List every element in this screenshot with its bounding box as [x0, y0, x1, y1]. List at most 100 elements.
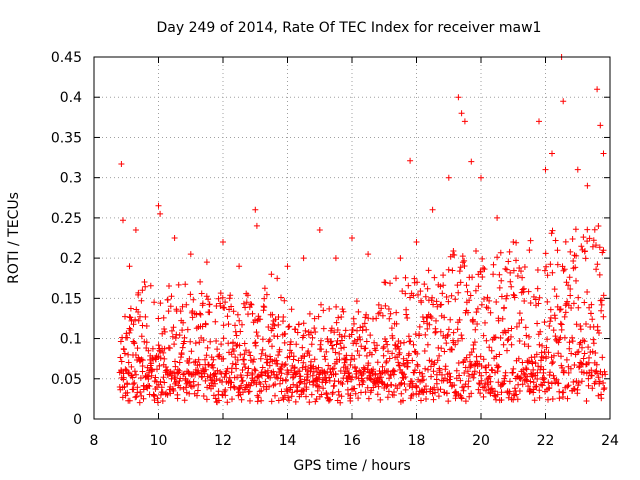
data-point — [478, 363, 485, 369]
data-point — [171, 341, 178, 348]
data-point — [520, 288, 527, 295]
data-point — [547, 306, 554, 313]
data-point — [444, 390, 450, 397]
data-point — [552, 333, 559, 340]
data-point — [469, 274, 476, 281]
data-point — [372, 347, 379, 354]
data-point — [378, 374, 385, 381]
data-point — [572, 226, 579, 233]
data-point — [570, 379, 577, 385]
data-point — [527, 378, 534, 385]
data-point — [170, 324, 177, 331]
data-point — [300, 359, 307, 366]
y-tick-label: 0.05 — [51, 372, 82, 388]
data-point — [471, 371, 478, 378]
data-point — [333, 341, 340, 348]
data-point — [569, 236, 576, 242]
data-point — [561, 313, 568, 320]
data-point — [166, 345, 173, 352]
data-point — [584, 289, 591, 295]
data-point — [128, 363, 135, 370]
data-point — [399, 288, 406, 295]
data-point — [157, 355, 164, 362]
data-point — [126, 397, 133, 404]
data-point — [312, 365, 319, 372]
data-point — [306, 310, 313, 317]
data-point — [359, 377, 366, 384]
data-point — [513, 239, 520, 246]
data-point — [463, 282, 470, 289]
data-point — [127, 314, 134, 321]
data-point — [262, 368, 268, 375]
data-point — [459, 253, 466, 260]
data-point — [305, 348, 312, 355]
data-point — [468, 349, 475, 356]
data-point — [264, 367, 271, 374]
data-point — [400, 397, 406, 404]
data-point — [128, 317, 135, 324]
data-point — [508, 341, 515, 348]
data-point — [536, 294, 543, 301]
data-point — [258, 387, 265, 394]
data-point — [282, 377, 289, 384]
data-point — [278, 388, 285, 395]
data-point — [349, 327, 356, 333]
data-point — [308, 358, 314, 365]
data-point — [184, 326, 191, 333]
data-point — [222, 299, 229, 306]
data-point — [250, 358, 256, 365]
data-point — [446, 376, 453, 383]
data-point — [428, 315, 435, 321]
data-point — [183, 384, 189, 391]
data-point — [206, 301, 213, 308]
data-point — [564, 383, 571, 390]
data-point — [476, 381, 483, 388]
data-point — [321, 353, 328, 360]
y-tick-label: 0.2 — [60, 251, 82, 267]
data-point — [498, 389, 505, 396]
data-point — [510, 365, 517, 372]
data-point — [365, 360, 372, 367]
data-point — [588, 301, 595, 308]
data-point — [259, 336, 266, 343]
data-point — [464, 368, 471, 375]
data-point — [549, 269, 556, 276]
data-point — [131, 380, 138, 386]
data-point — [212, 380, 218, 387]
data-point — [297, 373, 304, 380]
data-point — [285, 324, 292, 330]
data-point — [189, 314, 196, 321]
data-point — [328, 338, 335, 345]
data-point — [420, 318, 427, 325]
data-point — [207, 338, 214, 345]
data-point — [420, 389, 427, 396]
data-point — [525, 288, 532, 295]
data-point — [421, 348, 428, 354]
data-point — [421, 281, 428, 288]
data-point — [475, 386, 482, 393]
data-point — [479, 384, 486, 391]
data-points — [116, 54, 609, 406]
data-point — [536, 387, 543, 394]
data-point — [299, 344, 306, 351]
data-point — [376, 368, 383, 374]
data-point — [459, 335, 466, 342]
data-point — [251, 377, 258, 384]
data-point — [315, 313, 322, 320]
data-point — [522, 376, 529, 383]
data-point — [495, 317, 502, 324]
data-point — [188, 348, 195, 355]
data-point — [591, 226, 598, 233]
data-point — [438, 301, 445, 308]
data-point — [589, 385, 596, 392]
data-point — [437, 328, 444, 335]
data-point — [388, 381, 395, 388]
data-point — [567, 292, 574, 299]
data-point — [386, 355, 393, 362]
data-point — [215, 388, 222, 395]
data-point — [248, 301, 255, 308]
data-point — [252, 206, 259, 213]
data-point — [426, 321, 433, 328]
data-point — [494, 368, 501, 375]
data-point — [596, 244, 603, 251]
